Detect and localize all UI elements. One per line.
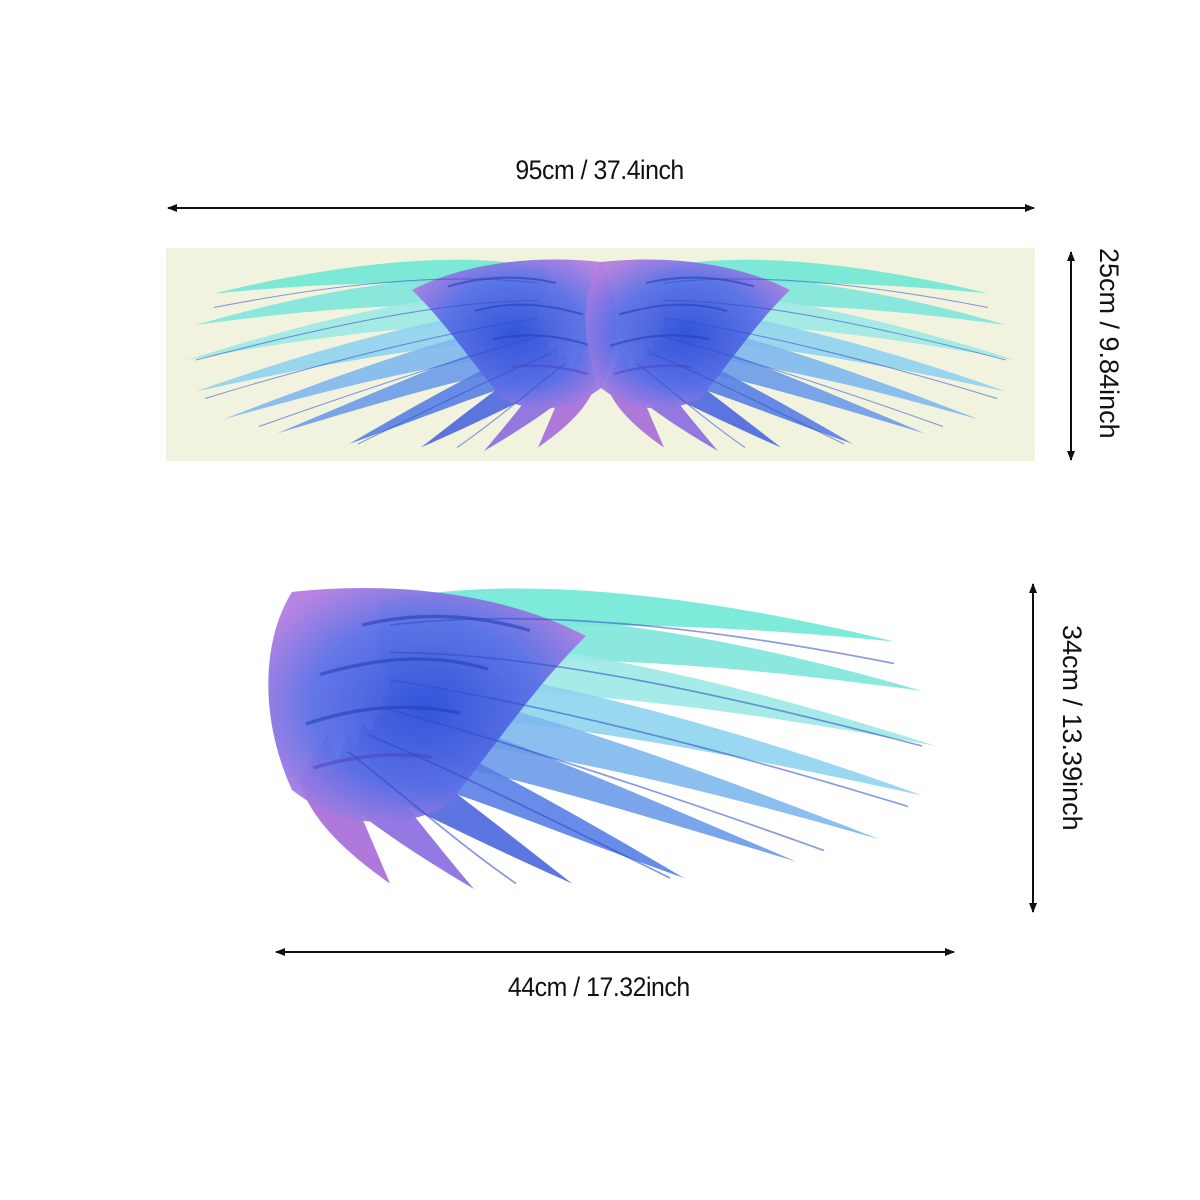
single-width-label: 44cm / 17.32inch bbox=[507, 972, 690, 1002]
pair-width-label: 95cm / 37.4inch bbox=[515, 155, 684, 185]
pair-height-label: 25cm / 9.84inch bbox=[1094, 248, 1124, 439]
single-wing-image bbox=[268, 588, 936, 889]
single-height-label: 34cm / 13.39inch bbox=[1057, 625, 1087, 831]
